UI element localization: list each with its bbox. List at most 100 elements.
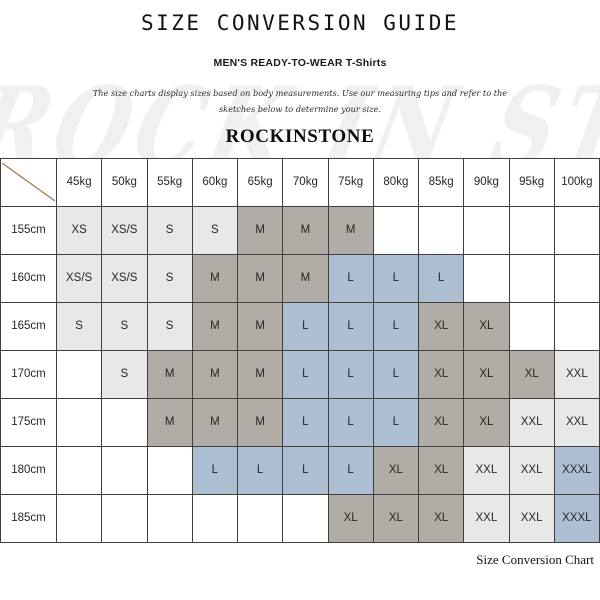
- table-row: 165cm S S S M M L L L XL XL: [0, 301, 600, 351]
- size-cell: XL: [417, 349, 465, 399]
- size-cell-empty: [553, 301, 600, 351]
- size-cell-empty: [55, 397, 103, 447]
- size-cell: M: [191, 397, 239, 447]
- size-cell: M: [146, 397, 193, 447]
- size-cell: L: [372, 397, 420, 447]
- footer-caption: Size Conversion Chart: [476, 551, 594, 567]
- column-header-weight: 70kg: [282, 157, 329, 207]
- row-header-height: 175cm: [0, 397, 57, 447]
- size-cell: S: [101, 349, 148, 399]
- size-cell: M: [282, 205, 329, 255]
- table-corner-cell: [0, 157, 57, 207]
- size-cell: XL: [417, 301, 465, 351]
- size-cell: XXL: [463, 493, 510, 543]
- size-cell: XL: [463, 301, 510, 351]
- table-row: 185cm XL XL XL XXL XXL XXXL: [0, 493, 600, 543]
- table-row: 180cm L L L L XL XL XXL XXL XXXL: [0, 445, 600, 495]
- header: SIZE CONVERSION GUIDE MEN'S READY-TO-WEA…: [0, 0, 600, 148]
- size-cell-empty: [55, 445, 103, 495]
- size-cell-empty: [372, 205, 420, 255]
- size-cell: M: [236, 205, 284, 255]
- size-cell: M: [191, 253, 239, 303]
- column-header-weight: 45kg: [55, 157, 103, 207]
- footer: Size Conversion Chart: [0, 543, 600, 568]
- description-text: The size charts display sizes based on b…: [92, 88, 508, 114]
- size-cell-empty: [417, 205, 465, 255]
- size-cell: L: [282, 445, 329, 495]
- size-cell-empty: [146, 493, 193, 543]
- column-header-weight: 65kg: [236, 157, 284, 207]
- size-cell: L: [282, 397, 329, 447]
- size-cell: L: [236, 445, 284, 495]
- size-cell: XL: [463, 349, 510, 399]
- size-cell: M: [191, 349, 239, 399]
- size-cell: M: [236, 349, 284, 399]
- size-cell: XL: [417, 397, 465, 447]
- size-cell: S: [55, 301, 103, 351]
- size-cell-empty: [55, 349, 103, 399]
- size-cell: M: [146, 349, 193, 399]
- size-cell: XL: [463, 397, 510, 447]
- size-cell: S: [146, 253, 193, 303]
- size-cell: XS/S: [101, 205, 148, 255]
- column-header-weight: 50kg: [101, 157, 148, 207]
- size-cell-empty: [463, 205, 510, 255]
- size-cell: XL: [417, 445, 465, 495]
- size-cell-empty: [146, 445, 193, 495]
- size-cell: L: [191, 445, 239, 495]
- size-cell: L: [327, 349, 374, 399]
- size-cell: L: [282, 349, 329, 399]
- size-cell-empty: [55, 493, 103, 543]
- size-conversion-table: 45kg 50kg 55kg 60kg 65kg 70kg 75kg 80kg 85kg 90kg…: [0, 157, 600, 543]
- table-row: 155cm XS XS/S S S M M M: [0, 205, 600, 255]
- size-cell: L: [327, 445, 374, 495]
- size-cell: L: [417, 253, 465, 303]
- size-cell: L: [372, 253, 420, 303]
- size-cell: S: [146, 301, 193, 351]
- size-cell: L: [282, 301, 329, 351]
- size-cell: L: [372, 301, 420, 351]
- size-cell: L: [327, 301, 374, 351]
- size-cell-empty: [508, 253, 555, 303]
- size-cell-empty: [101, 493, 148, 543]
- size-cell: M: [236, 301, 284, 351]
- column-header-weight: 55kg: [146, 157, 193, 207]
- size-cell: S: [191, 205, 239, 255]
- size-cell-empty: [553, 253, 600, 303]
- size-cell-empty: [553, 205, 600, 255]
- size-cell: M: [282, 253, 329, 303]
- size-chart-container: 45kg 50kg 55kg 60kg 65kg 70kg 75kg 80kg 85kg 90kg…: [0, 157, 600, 543]
- size-cell-empty: [236, 493, 284, 543]
- table-row: 170cm S M M M L L L XL XL XL XXL: [0, 349, 600, 399]
- column-header-weight: 60kg: [191, 157, 239, 207]
- size-cell: XS/S: [101, 253, 148, 303]
- size-cell: S: [146, 205, 193, 255]
- table-header-row: 45kg 50kg 55kg 60kg 65kg 70kg 75kg 80kg 85kg 90kg…: [0, 157, 600, 207]
- row-header-height: 155cm: [0, 205, 57, 255]
- size-cell: XL: [508, 349, 555, 399]
- size-cell: XXL: [508, 445, 555, 495]
- page-subtitle: MEN'S READY-TO-WEAR T-Shirts: [213, 57, 387, 69]
- row-header-height: 180cm: [0, 445, 57, 495]
- column-header-weight: 85kg: [417, 157, 465, 207]
- size-cell: L: [327, 397, 374, 447]
- column-header-weight: 75kg: [327, 157, 374, 207]
- column-header-weight: 80kg: [372, 157, 420, 207]
- size-cell-empty: [508, 205, 555, 255]
- row-header-height: 160cm: [0, 253, 57, 303]
- size-cell-empty: [463, 253, 510, 303]
- size-cell: XS/S: [55, 253, 103, 303]
- column-header-weight: 95kg: [508, 157, 555, 207]
- row-header-height: 165cm: [0, 301, 57, 351]
- size-cell: M: [236, 397, 284, 447]
- size-cell: XL: [372, 445, 420, 495]
- size-cell-empty: [282, 493, 329, 543]
- diagonal-divider-icon: [1, 163, 56, 202]
- size-cell: L: [372, 349, 420, 399]
- size-cell: XXL: [508, 493, 555, 543]
- size-cell-empty: [101, 397, 148, 447]
- table-row: 160cm XS/S XS/S S M M M L L L: [0, 253, 600, 303]
- size-cell-empty: [191, 493, 239, 543]
- size-cell: XXL: [463, 445, 510, 495]
- size-cell: XXL: [553, 397, 600, 447]
